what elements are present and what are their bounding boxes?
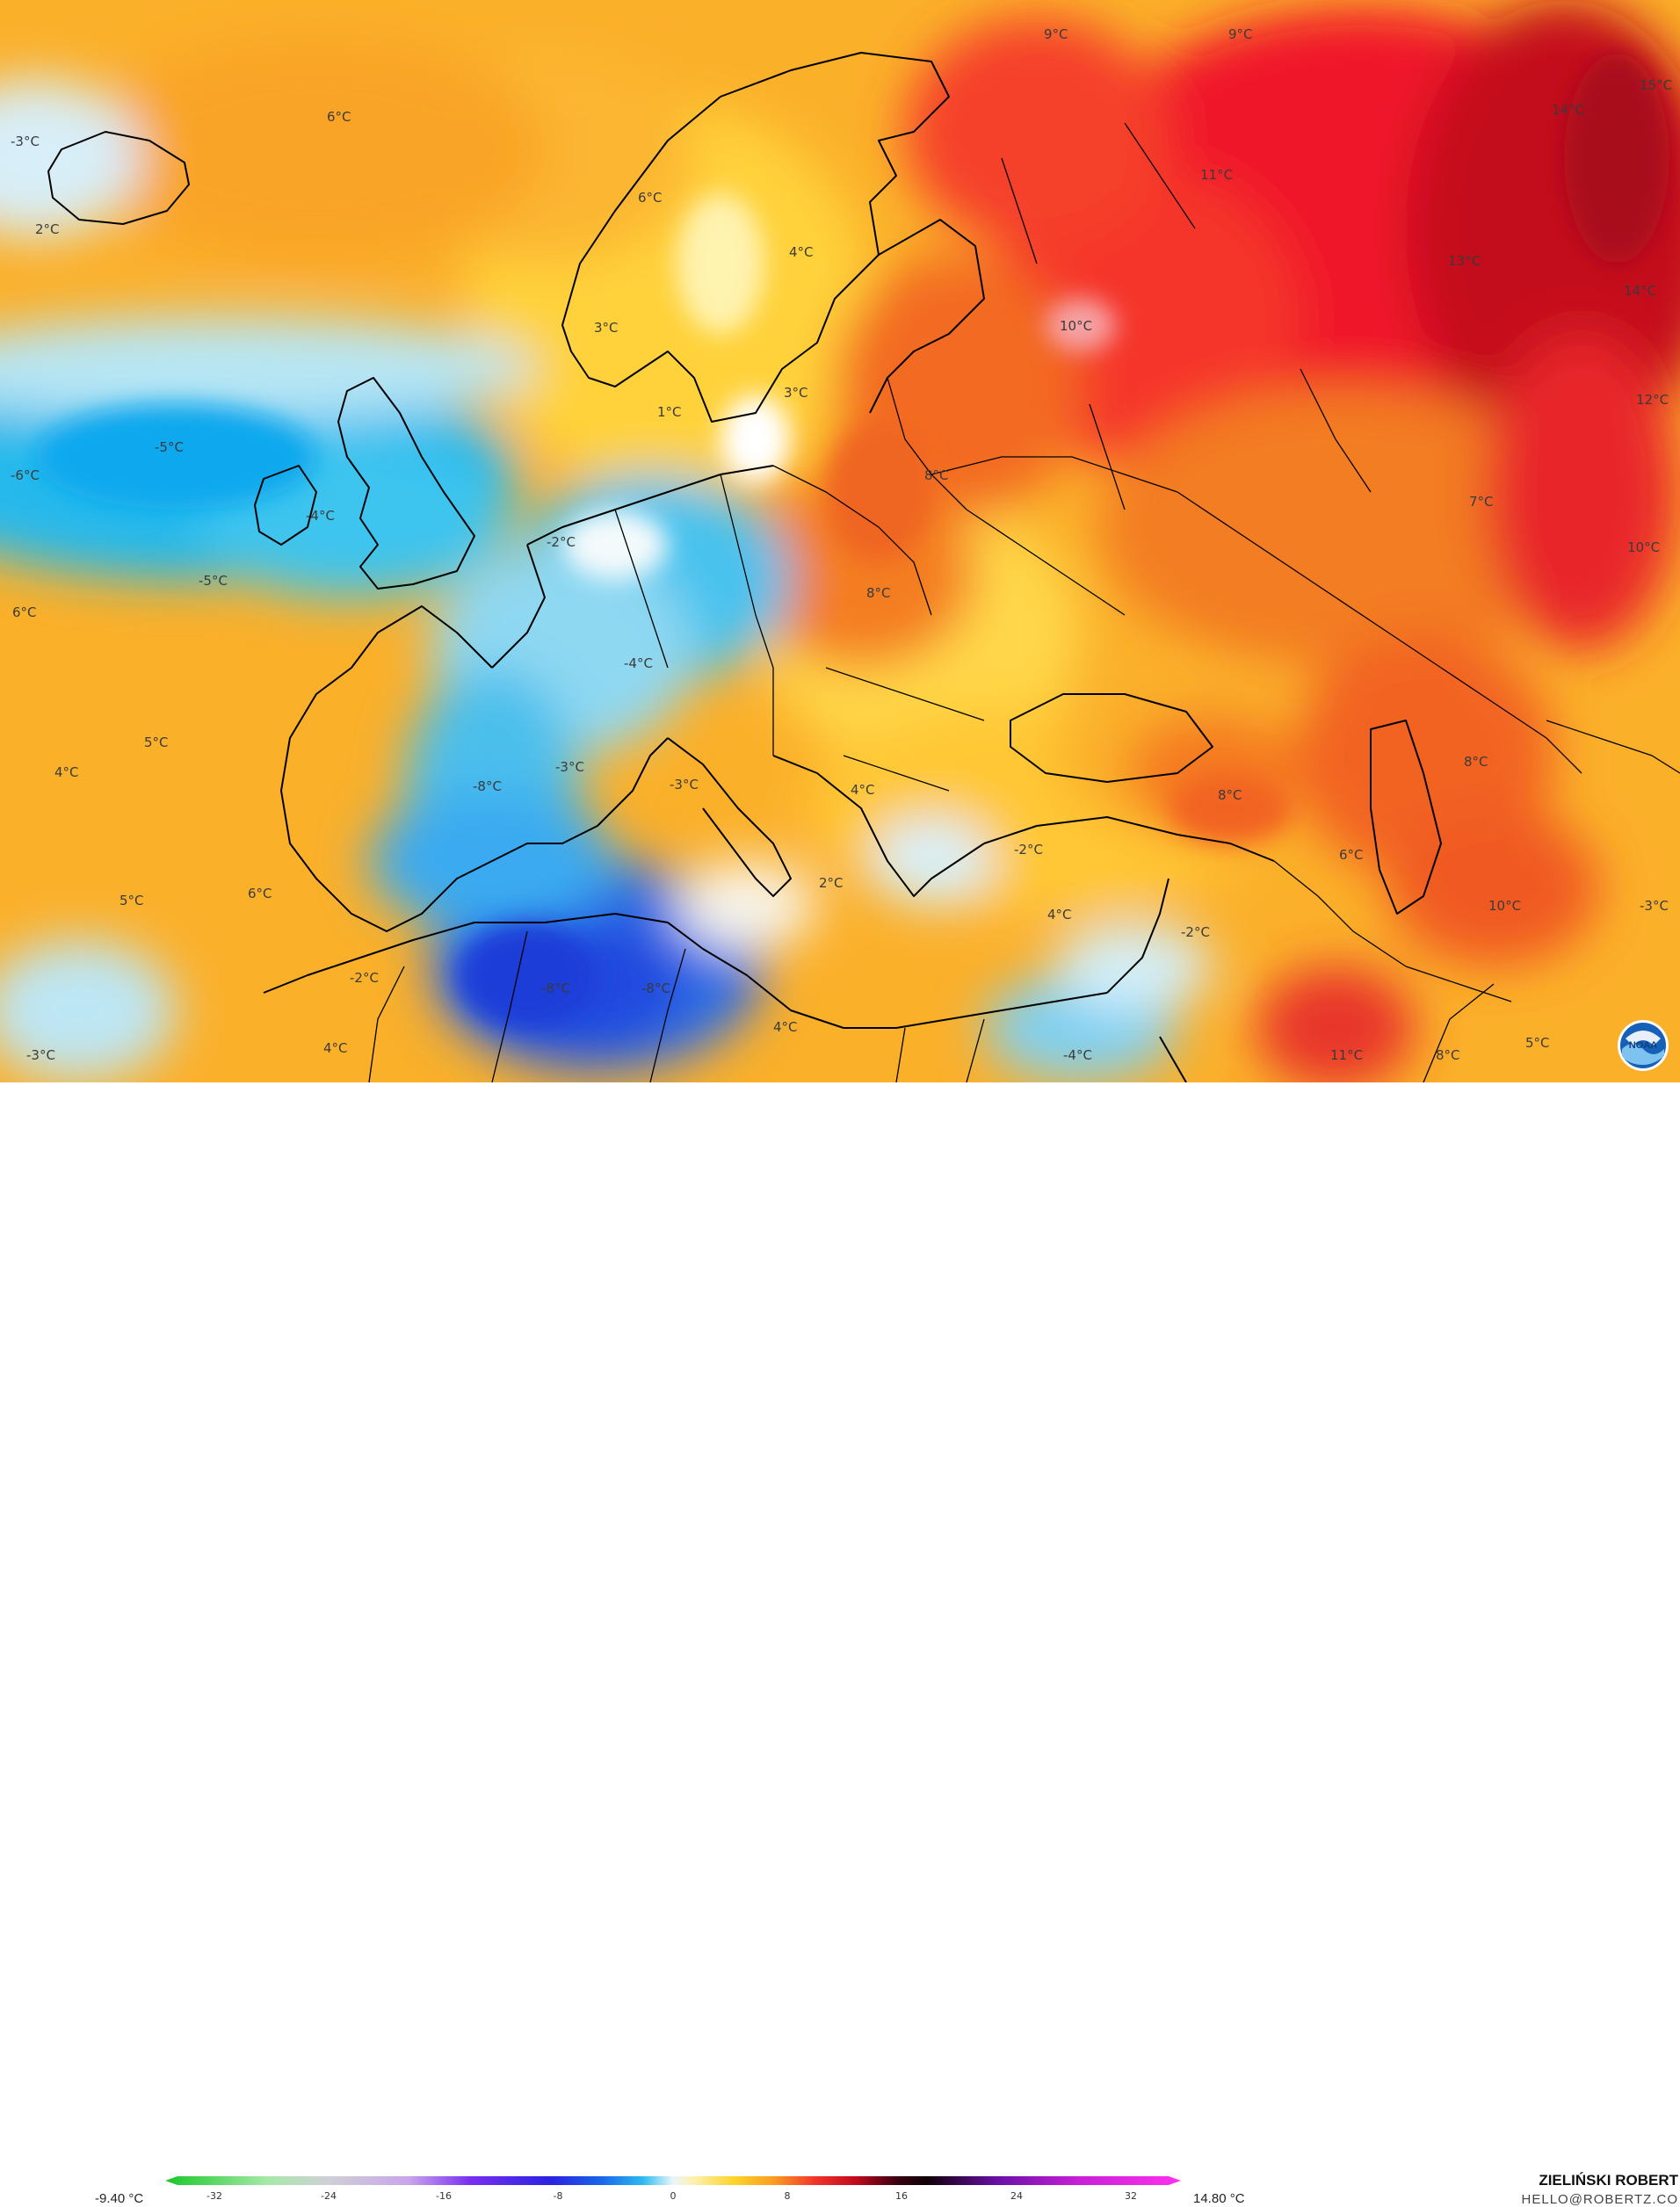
temp-label: 4°C	[789, 244, 814, 260]
temp-label: -8°C	[541, 980, 570, 996]
scale-gradient	[165, 2176, 1181, 2185]
scale-tick: -24	[321, 2190, 337, 2201]
temp-label: -8°C	[473, 778, 502, 794]
color-scale-bar: -32 -24 -16 -8 0 8 16 24 32	[165, 2176, 1181, 2201]
temp-label: 9°C	[1044, 26, 1068, 42]
map-canvas: 6°C -3°C 2°C 6°C 4°C 3°C 1°C 3°C 9°C 9°C…	[0, 0, 1680, 1082]
author-email: HELLO@ROBERTZ.CO	[1521, 2192, 1678, 2207]
coastlines	[47, 52, 1442, 1082]
temp-label: 8°C	[1436, 1047, 1460, 1063]
temp-label: 11°C	[1200, 167, 1233, 183]
scale-tick: 32	[1125, 2190, 1137, 2201]
temp-label: -5°C	[155, 439, 184, 455]
temp-label: -3°C	[26, 1047, 55, 1063]
scale-tick: 8	[785, 2190, 791, 2201]
temp-label: 6°C	[248, 886, 272, 901]
temp-label: 11°C	[1330, 1047, 1363, 1063]
temp-label: 4°C	[1047, 907, 1072, 923]
temp-label: -4°C	[624, 655, 653, 671]
temp-label: -3°C	[670, 777, 699, 792]
anomaly-field-detail	[35, 53, 1669, 1028]
scale-tick: 16	[895, 2190, 908, 2201]
temp-label: 5°C	[1525, 1035, 1550, 1051]
temp-label: 10°C	[1488, 898, 1521, 914]
temp-label: 6°C	[327, 109, 351, 125]
temp-label: 10°C	[1627, 539, 1660, 555]
noaa-logo: NOAA	[1617, 1019, 1669, 1072]
temp-label: 12°C	[1636, 392, 1669, 408]
temp-label: 8°C	[866, 585, 891, 601]
temp-label: 1°C	[657, 404, 682, 420]
temp-label: 6°C	[1339, 847, 1364, 863]
temp-label: 3°C	[594, 320, 619, 336]
temp-label: 9°C	[1228, 26, 1253, 42]
temp-label: 13°C	[1448, 253, 1481, 269]
temp-label: -2°C	[1181, 924, 1210, 940]
temp-label: -2°C	[547, 534, 576, 550]
temperature-anomaly-map: 6°C -3°C 2°C 6°C 4°C 3°C 1°C 3°C 9°C 9°C…	[0, 0, 1680, 1082]
noaa-logo-text: NOAA	[1629, 1040, 1657, 1051]
temp-label: 5°C	[144, 734, 169, 750]
borders	[368, 122, 1680, 1082]
temp-label: -5°C	[199, 573, 228, 589]
scale-tick: -32	[206, 2190, 222, 2201]
temp-label: 4°C	[54, 764, 79, 780]
scale-tick: 24	[1010, 2190, 1023, 2201]
temperature-labels: 6°C -3°C 2°C 6°C 4°C 3°C 1°C 3°C 9°C 9°C…	[11, 26, 1672, 1063]
temp-label: 14°C	[1624, 283, 1656, 299]
temp-label: 3°C	[784, 385, 808, 401]
temp-label: -4°C	[1063, 1047, 1092, 1063]
temp-label: 4°C	[851, 782, 875, 798]
temp-label: -4°C	[306, 508, 335, 524]
temp-label: 6°C	[12, 604, 37, 620]
scale-tick: 0	[670, 2190, 677, 2201]
temp-label: -3°C	[1640, 898, 1669, 914]
temp-label: 2°C	[35, 221, 60, 237]
temp-label: 5°C	[119, 893, 144, 908]
temp-label: -2°C	[350, 970, 379, 986]
temp-label: 10°C	[1060, 318, 1092, 334]
legend-min-value: -9.40 °C	[95, 2191, 144, 2206]
legend-max-value: 14.80 °C	[1193, 2191, 1245, 2206]
temp-label: -3°C	[11, 134, 40, 149]
temp-label: 8°C	[1218, 787, 1242, 803]
temp-label: -3°C	[555, 759, 584, 775]
scale-tick: -8	[554, 2190, 563, 2201]
temp-label: 2°C	[819, 875, 844, 891]
scale-tick: -16	[436, 2190, 452, 2201]
temp-label: 6°C	[638, 190, 663, 206]
temp-label: 4°C	[323, 1040, 348, 1056]
temp-label: -8°C	[641, 980, 670, 996]
temp-label: 4°C	[773, 1019, 798, 1035]
legend-footer: -9.40 °C	[0, 1082, 1680, 2207]
anomaly-field	[0, 0, 1680, 1082]
temp-label: 7°C	[1469, 494, 1494, 510]
temp-label: 15°C	[1640, 77, 1672, 93]
temp-label: -2°C	[1014, 842, 1043, 857]
temp-label: 8°C	[1464, 754, 1488, 770]
author-name: ZIELIŃSKI ROBERT	[1539, 2172, 1678, 2189]
temp-label: -6°C	[11, 467, 40, 483]
temp-label: 14°C	[1552, 102, 1584, 118]
temp-label: 8°C	[924, 467, 949, 483]
